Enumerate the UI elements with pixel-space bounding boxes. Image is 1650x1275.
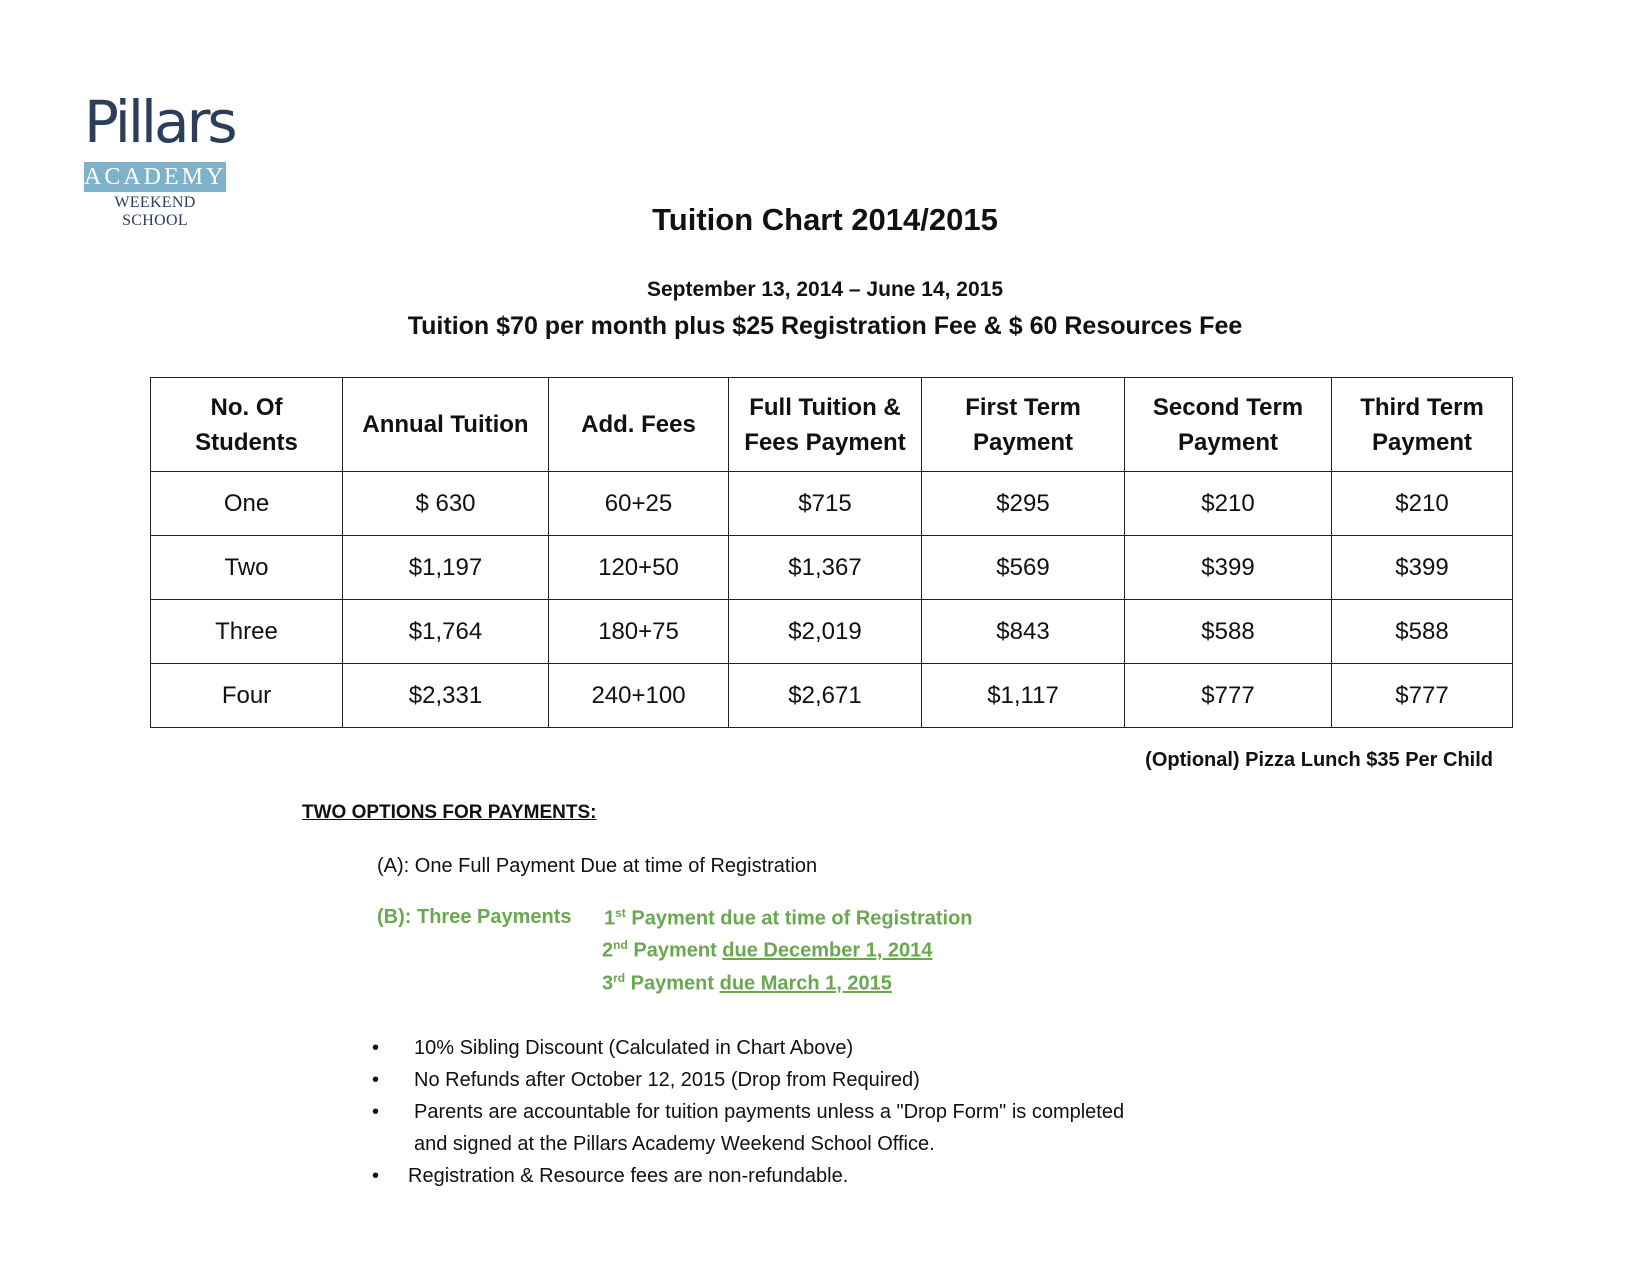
table-cell: $1,197 [342,535,549,600]
header-full-payment: Full Tuition & Fees Payment [728,377,922,472]
bullet-icon: • [372,1165,380,1187]
table-cell: $1,117 [921,663,1125,728]
header-students: No. Of Students [150,377,343,472]
bullet-icon: • [372,1037,380,1059]
table-cell: Four [150,663,343,728]
header-annual-tuition: Annual Tuition [342,377,549,472]
table-cell: $588 [1124,599,1332,664]
table-cell: $715 [728,471,922,536]
tuition-summary: Tuition $70 per month plus $25 Registrat… [407,312,1243,340]
table-header-row: No. Of Students Annual Tuition Add. Fees … [150,377,1513,472]
table-cell: $210 [1124,471,1332,536]
table-cell: Two [150,535,343,600]
table-cell: 60+25 [548,471,729,536]
table-row: Four $2,331 240+100 $2,671 $1,117 $777 $… [150,663,1513,728]
header-add-fees: Add. Fees [548,377,729,472]
tuition-table: No. Of Students Annual Tuition Add. Fees … [150,377,1513,728]
table-cell: $777 [1124,663,1332,728]
list-item: • 10% Sibling Discount (Calculated in Cha… [372,1037,854,1059]
term-dates: September 13, 2014 – June 14, 2015 [646,278,1004,301]
table-cell: 120+50 [548,535,729,600]
table-cell: $843 [921,599,1125,664]
table-row: One $ 630 60+25 $715 $295 $210 $210 [150,471,1513,536]
payment-options-heading: TWO OPTIONS FOR PAYMENTS: [302,802,597,823]
table-cell: $ 630 [342,471,549,536]
policy-list: • 10% Sibling Discount (Calculated in Cha… [372,1037,1124,1197]
table-cell: 240+100 [548,663,729,728]
table-row: Two $1,197 120+50 $1,367 $569 $399 $399 [150,535,1513,600]
table-cell: 180+75 [548,599,729,664]
table-cell: $777 [1331,663,1513,728]
payment-1-line: 1st Payment due at time of Registration [604,906,973,930]
list-item: • Parents are accountable for tuition pa… [372,1101,1125,1155]
table-cell: One [150,471,343,536]
header-third-term: Third Term Payment [1331,377,1513,472]
table-cell: $2,671 [728,663,922,728]
table-cell: $1,764 [342,599,549,664]
payment-3-line: 3rd Payment due March 1, 2015 [602,971,892,995]
page-title: Tuition Chart 2014/2015 [652,202,998,237]
list-item: • Registration & Resource fees are non-re… [372,1165,849,1187]
school-logo: Pillars ACADEMY WEEKEND SCHOOL [84,82,238,230]
table-cell: $399 [1124,535,1332,600]
logo-band: ACADEMY [84,162,227,192]
logo-subtitle: WEEKEND SCHOOL [114,194,196,229]
header-second-term: Second Term Payment [1124,377,1332,472]
table-cell: $588 [1331,599,1513,664]
payment-option-b-label: (B): Three Payments [377,906,572,928]
bullet-icon: • [372,1101,380,1123]
table-row: Three $1,764 180+75 $2,019 $843 $588 $58… [150,599,1513,664]
payment-option-a: (A): One Full Payment Due at time of Reg… [377,855,818,877]
pizza-lunch-note: (Optional) Pizza Lunch $35 Per Child [1145,749,1493,771]
bullet-icon: • [372,1069,380,1091]
payment-2-line: 2nd Payment due December 1, 2014 [602,938,933,962]
table-cell: $295 [921,471,1125,536]
list-item: • No Refunds after October 12, 2015 (Drop… [372,1069,920,1091]
table-cell: $210 [1331,471,1513,536]
table-cell: Three [150,599,343,664]
table-cell: $2,019 [728,599,922,664]
table-cell: $399 [1331,535,1513,600]
logo-wordmark: Pillars [84,88,238,156]
table-cell: $2,331 [342,663,549,728]
table-cell: $569 [921,535,1125,600]
header-first-term: First Term Payment [921,377,1125,472]
table-cell: $1,367 [728,535,922,600]
